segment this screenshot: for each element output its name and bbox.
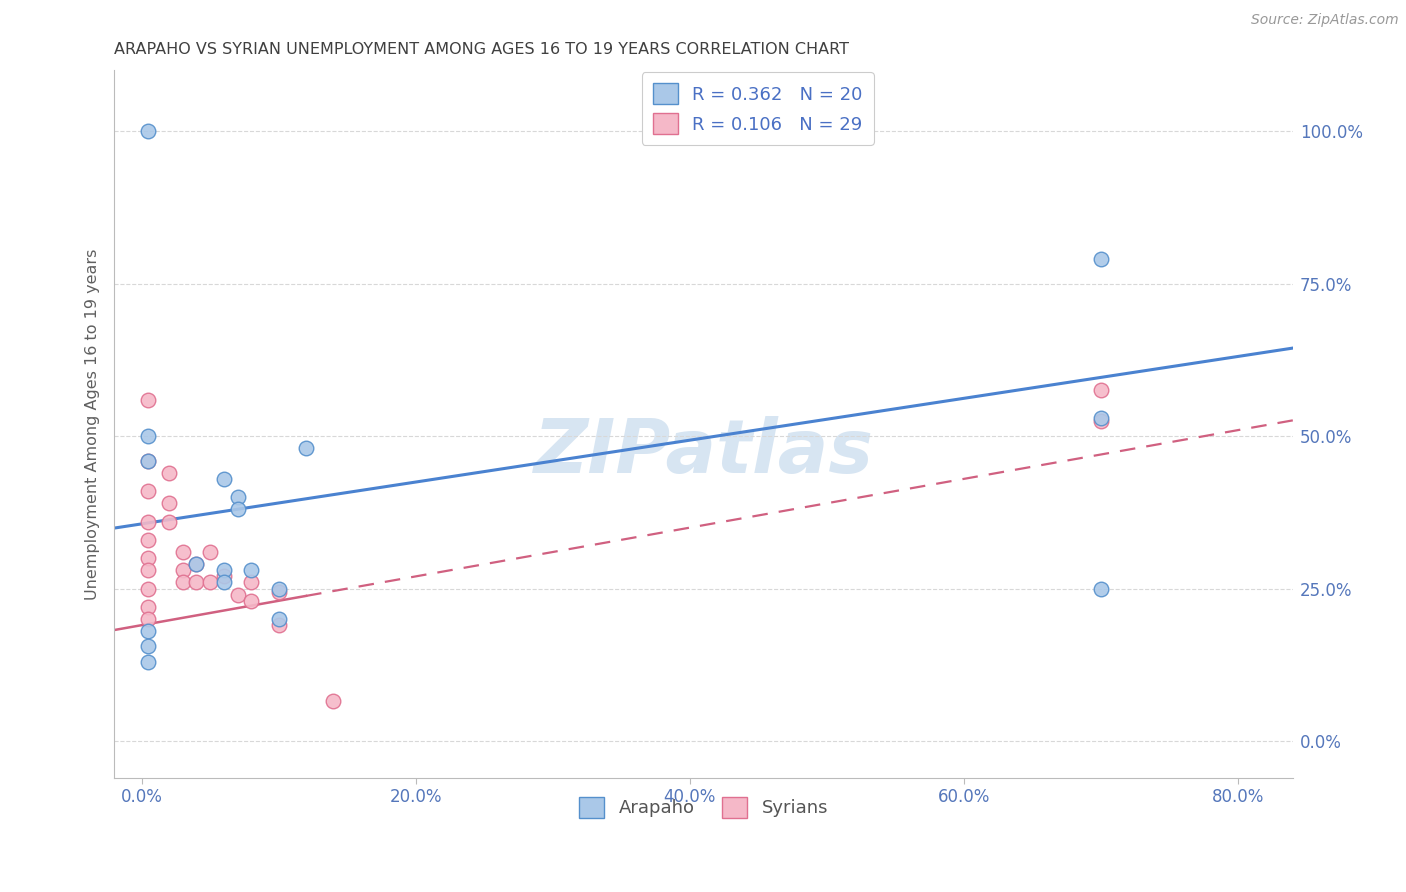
Point	[138, 533, 160, 547]
Point	[138, 453, 160, 467]
Point	[267, 582, 290, 596]
Point	[198, 545, 221, 559]
Point	[157, 466, 180, 480]
Point	[138, 655, 160, 669]
Point	[651, 124, 673, 138]
Point	[240, 563, 263, 577]
Legend: Arapaho, Syrians: Arapaho, Syrians	[572, 789, 835, 825]
Point	[267, 612, 290, 626]
Point	[295, 442, 318, 456]
Text: Source: ZipAtlas.com: Source: ZipAtlas.com	[1251, 13, 1399, 28]
Point	[212, 569, 235, 583]
Point	[186, 575, 208, 590]
Point	[1090, 582, 1112, 596]
Point	[172, 563, 194, 577]
Point	[172, 545, 194, 559]
Point	[1090, 252, 1112, 267]
Point	[138, 624, 160, 639]
Point	[157, 496, 180, 510]
Y-axis label: Unemployment Among Ages 16 to 19 years: Unemployment Among Ages 16 to 19 years	[86, 248, 100, 599]
Point	[240, 594, 263, 608]
Point	[138, 124, 160, 138]
Point	[226, 588, 249, 602]
Point	[1090, 384, 1112, 398]
Point	[138, 599, 160, 614]
Point	[1090, 410, 1112, 425]
Point	[240, 575, 263, 590]
Point	[267, 584, 290, 599]
Point	[322, 694, 344, 708]
Point	[157, 515, 180, 529]
Point	[138, 612, 160, 626]
Text: ZIPatlas: ZIPatlas	[533, 416, 873, 489]
Point	[226, 502, 249, 516]
Point	[1090, 414, 1112, 428]
Point	[212, 575, 235, 590]
Point	[138, 551, 160, 566]
Point	[138, 640, 160, 654]
Point	[212, 563, 235, 577]
Point	[138, 429, 160, 443]
Point	[138, 453, 160, 467]
Point	[186, 558, 208, 572]
Point	[138, 563, 160, 577]
Point	[172, 575, 194, 590]
Point	[267, 618, 290, 632]
Point	[212, 472, 235, 486]
Text: ARAPAHO VS SYRIAN UNEMPLOYMENT AMONG AGES 16 TO 19 YEARS CORRELATION CHART: ARAPAHO VS SYRIAN UNEMPLOYMENT AMONG AGE…	[114, 42, 849, 57]
Point	[198, 575, 221, 590]
Point	[138, 582, 160, 596]
Point	[186, 558, 208, 572]
Point	[138, 515, 160, 529]
Point	[226, 490, 249, 504]
Point	[138, 392, 160, 407]
Point	[138, 484, 160, 499]
